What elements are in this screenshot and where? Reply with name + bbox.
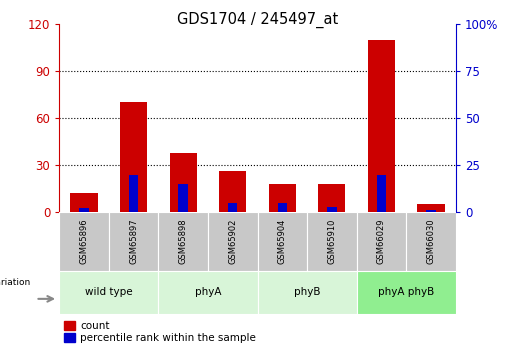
Bar: [307, 212, 356, 271]
Bar: [258, 271, 356, 314]
Bar: [356, 271, 456, 314]
Bar: [129, 175, 139, 212]
Bar: [159, 212, 208, 271]
Bar: [178, 184, 188, 212]
Text: GSM65902: GSM65902: [228, 219, 237, 264]
Text: GDS1704 / 245497_at: GDS1704 / 245497_at: [177, 12, 338, 28]
Text: phyA: phyA: [195, 287, 221, 297]
Bar: [109, 212, 159, 271]
Bar: [59, 271, 159, 314]
Text: phyB: phyB: [294, 287, 320, 297]
Text: genotype/variation: genotype/variation: [0, 278, 31, 287]
Bar: [59, 212, 109, 271]
Bar: [406, 212, 456, 271]
Legend: count, percentile rank within the sample: count, percentile rank within the sample: [64, 321, 256, 343]
Text: GSM66030: GSM66030: [426, 219, 436, 264]
Bar: [79, 208, 89, 212]
Bar: [228, 203, 237, 212]
Text: GSM65904: GSM65904: [278, 219, 287, 264]
Bar: [318, 184, 346, 212]
Bar: [368, 40, 395, 212]
Bar: [426, 210, 436, 212]
Text: GSM65910: GSM65910: [328, 219, 336, 264]
Bar: [169, 152, 197, 212]
Text: GSM65896: GSM65896: [79, 219, 89, 264]
Bar: [258, 212, 307, 271]
Bar: [278, 203, 287, 212]
Text: wild type: wild type: [85, 287, 132, 297]
Text: phyA phyB: phyA phyB: [378, 287, 434, 297]
Text: GSM65897: GSM65897: [129, 219, 138, 264]
Bar: [219, 171, 246, 212]
Bar: [417, 204, 444, 212]
Bar: [327, 207, 337, 212]
Bar: [356, 212, 406, 271]
Bar: [159, 271, 258, 314]
Bar: [71, 193, 98, 212]
Text: GSM65898: GSM65898: [179, 219, 187, 264]
Bar: [269, 184, 296, 212]
Bar: [120, 102, 147, 212]
Bar: [376, 175, 386, 212]
Text: GSM66029: GSM66029: [377, 219, 386, 264]
Bar: [208, 212, 258, 271]
